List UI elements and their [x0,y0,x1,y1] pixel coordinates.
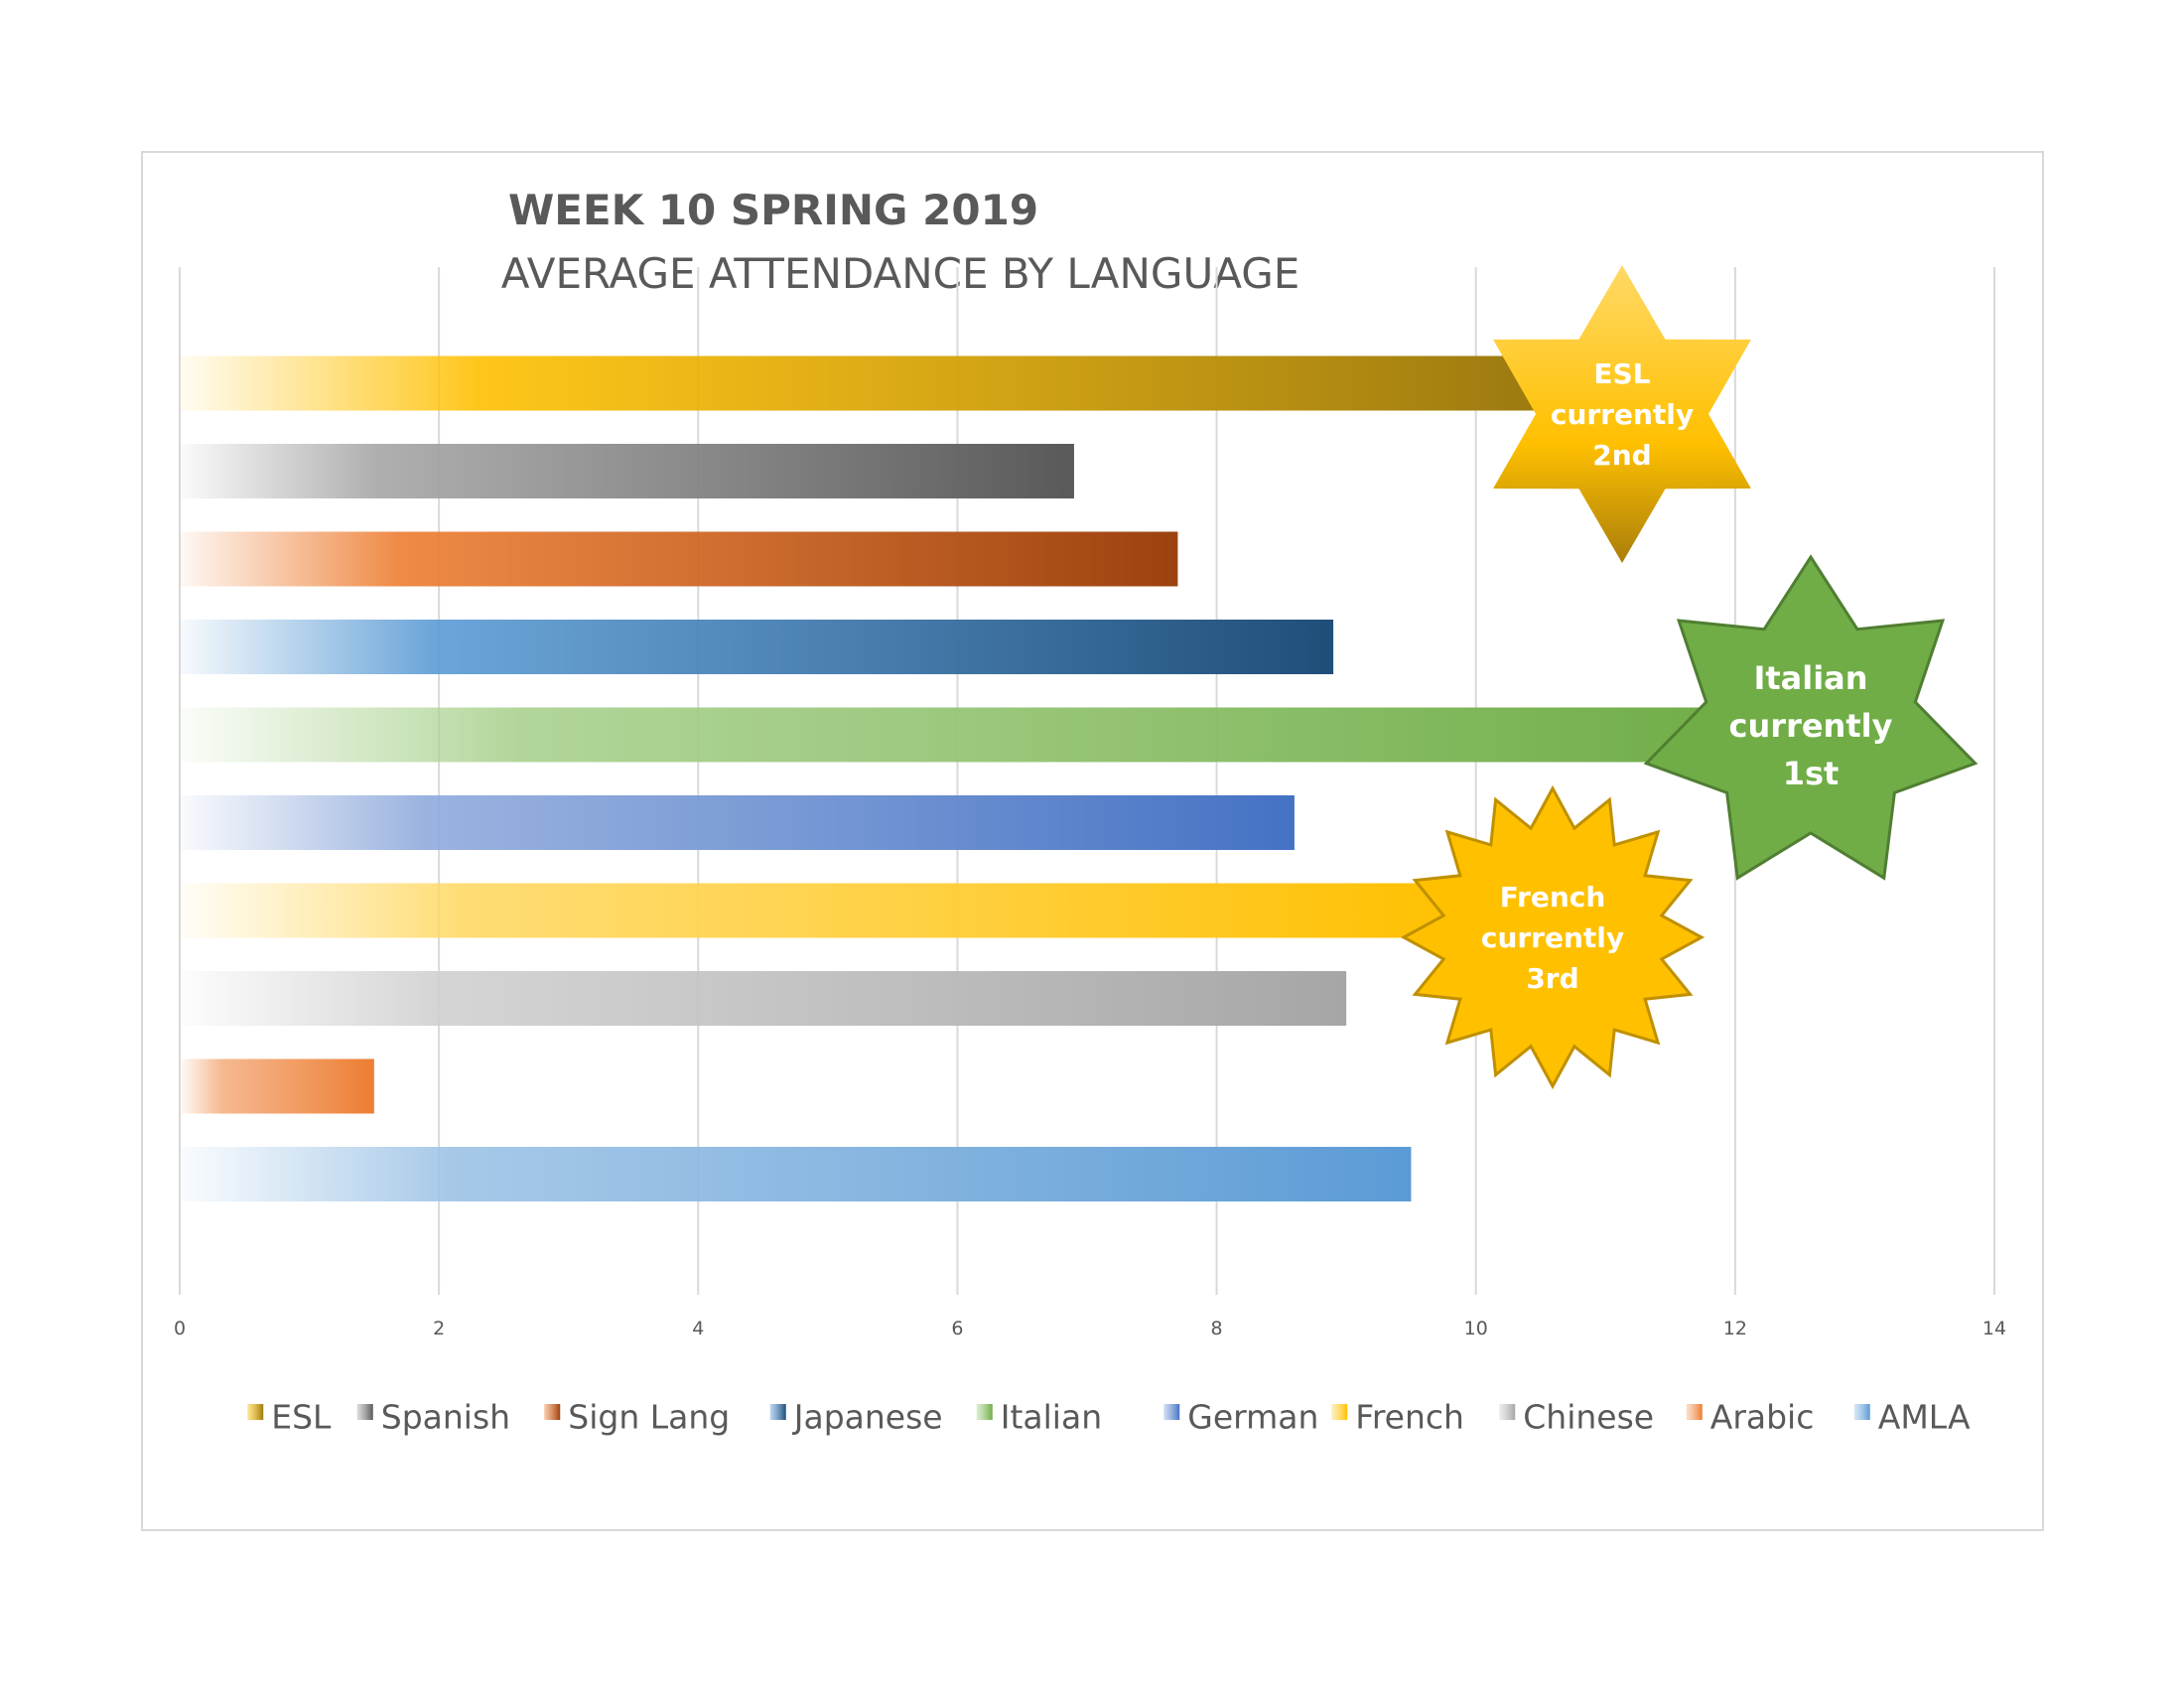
legend-label: AMLA [1878,1398,1971,1437]
x-axis-ticks: 0 2 4 6 8 10 12 14 [174,1318,2006,1339]
gridlines [179,267,1995,1295]
bar-french [180,883,1463,938]
callout-text-esl: currently [1551,398,1694,431]
legend-swatch [1163,1404,1180,1420]
x-tick-label: 14 [1982,1318,2006,1339]
callout-italian: Italian currently 1st [1643,554,1979,881]
callout-text-french: 3rd [1526,962,1578,995]
bar-japanese [180,620,1334,674]
bar-spanish [180,444,1074,498]
legend-swatch [544,1404,561,1420]
legend-item: Japanese [769,1398,943,1437]
callout-esl: ESL currently 2nd [1493,265,1751,563]
x-tick-label: 0 [174,1318,186,1339]
bar-italian [180,707,1735,763]
legend-label: Chinese [1523,1398,1654,1437]
legend-label: Japanese [792,1398,943,1437]
x-tick-label: 10 [1464,1318,1488,1339]
chart-title: WEEK 10 SPRING 2019 [508,186,1038,234]
legend-swatch [976,1404,993,1420]
legend-item: Spanish [356,1398,510,1437]
x-tick-label: 6 [951,1318,963,1339]
bar-german [180,795,1295,850]
callout-text-italian: Italian [1753,659,1867,697]
legend-label: Italian [1001,1398,1102,1437]
chart-subtitle: AVERAGE ATTENDANCE BY LANGUAGE [501,249,1300,298]
legend-swatch [1499,1404,1516,1420]
x-tick-label: 8 [1211,1318,1223,1339]
bar-esl [180,355,1541,411]
callout-text-esl: ESL [1593,357,1650,390]
legend-label: German [1187,1398,1318,1437]
x-tick-label: 12 [1723,1318,1747,1339]
legend: ESL Spanish Sign Lang Japanese Italian German… [247,1398,1971,1437]
legend-item: Arabic [1686,1398,1815,1437]
callout-star-esl [1493,265,1751,563]
legend-swatch [247,1404,264,1420]
legend-label: French [1355,1398,1464,1437]
legend-swatch [1686,1404,1703,1420]
legend-item: AMLA [1853,1398,1971,1437]
x-tick-label: 4 [692,1318,704,1339]
callout-star-french [1400,784,1706,1090]
callout-text-italian: currently [1729,707,1893,745]
callout-text-italian: 1st [1783,755,1840,792]
legend-label: Sign Lang [568,1398,730,1437]
bar-amla [180,1147,1412,1201]
legend-item: Chinese [1499,1398,1654,1437]
chart-frame: WEEK 10 SPRING 2019 AVERAGE ATTENDANCE B… [141,151,2044,1531]
legend-swatch [356,1404,373,1420]
callout-text-french: currently [1481,921,1624,954]
bar-sign-lang [180,531,1178,587]
callout-text-esl: 2nd [1592,439,1651,472]
bar-chinese [180,971,1347,1026]
bars [180,355,1735,1201]
attendance-chart: WEEK 10 SPRING 2019 AVERAGE ATTENDANCE B… [174,186,2006,1437]
legend-item: German [1163,1398,1318,1437]
legend-item: French [1331,1398,1464,1437]
legend-item: Italian [976,1398,1102,1437]
legend-label: ESL [271,1398,332,1437]
legend-swatch [1331,1404,1348,1420]
legend-label: Spanish [381,1398,510,1437]
legend-swatch [769,1404,786,1420]
legend-swatch [1853,1404,1870,1420]
x-tick-label: 2 [433,1318,445,1339]
legend-item: Sign Lang [544,1398,730,1437]
bar-arabic [180,1058,374,1114]
callout-text-french: French [1500,881,1606,914]
callout-french: French currently 3rd [1400,784,1706,1090]
legend-label: Arabic [1710,1398,1815,1437]
callout-star-italian [1643,554,1979,881]
legend-item: ESL [247,1398,332,1437]
callouts: ESL currently 2nd Italian currently 1st French… [1400,265,1979,1090]
